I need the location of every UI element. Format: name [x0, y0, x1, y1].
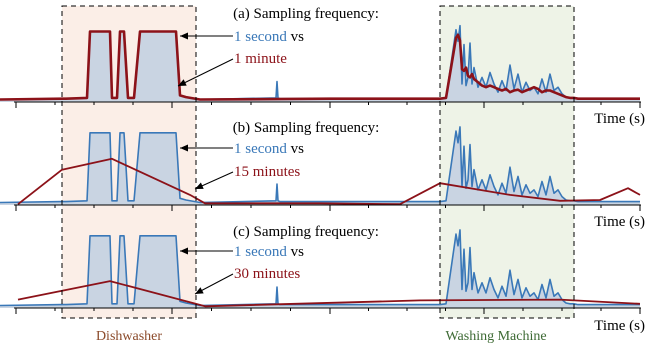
chart-panels: (a) Sampling frequency:1 second vs1 minu… — [0, 6, 645, 334]
panel-title: (c) Sampling frequency: — [233, 224, 379, 240]
series-line-30-minutes — [17, 280, 641, 308]
series-line-1-minute — [0, 30, 640, 101]
x-axis-label: Time (s) — [594, 214, 645, 230]
region-overlay — [61, 5, 575, 319]
legend-1-minute: 1 minute — [234, 51, 287, 67]
legend-arrow-1-second-head — [180, 144, 188, 152]
x-axis-label: Time (s) — [594, 318, 645, 334]
legend-1-second: 1 second — [234, 141, 287, 157]
legend-30-minutes: 30 minutes — [234, 266, 300, 282]
series-line-15-minutes — [17, 157, 641, 206]
legend-1-second-vs: 1 second vs — [234, 244, 304, 260]
legend-vs: vs — [287, 244, 304, 260]
legend-arrow-15-minutes-head — [195, 182, 204, 189]
legend-1-second: 1 second — [234, 244, 287, 260]
chart-panel-3: (c) Sampling frequency: 1 second vs 30 min… — [0, 224, 645, 334]
legend-arrow-1-second-head — [180, 32, 188, 40]
legend-1-second-vs: 1 second vs — [234, 141, 304, 157]
legend-vs: vs — [287, 141, 304, 157]
legend-vs: vs — [287, 29, 304, 45]
legend-arrow-1-minute — [177, 58, 234, 87]
washing-machine-label: Washing Machine — [445, 329, 546, 344]
legend-arrow-1-second-head — [180, 247, 188, 255]
dishwasher-label: Dishwasher — [96, 329, 162, 344]
legend-arrow-1-minute-head — [178, 79, 187, 86]
chart-panel-1: (a) Sampling frequency:1 second vs1 minu… — [0, 6, 645, 127]
legend-1-second: 1 second — [234, 29, 287, 45]
x-axis-label: Time (s) — [594, 111, 645, 127]
dishwasher-region-border — [61, 5, 197, 319]
legend-15-minutes: 15 minutes — [234, 164, 300, 180]
series-line-1-second — [0, 126, 640, 204]
legend-arrow-30-minutes-head — [195, 287, 204, 294]
series-line-1-second — [0, 229, 640, 307]
panel-title: (b) Sampling frequency: — [233, 120, 380, 136]
legend-1-second-vs: 1 second vs — [234, 29, 304, 45]
washing-machine-region-border — [439, 5, 575, 319]
panel-title: (a) Sampling frequency: — [233, 6, 379, 22]
chart-panel-2: (b) Sampling frequency: 1 second vs 15 min… — [0, 120, 645, 230]
